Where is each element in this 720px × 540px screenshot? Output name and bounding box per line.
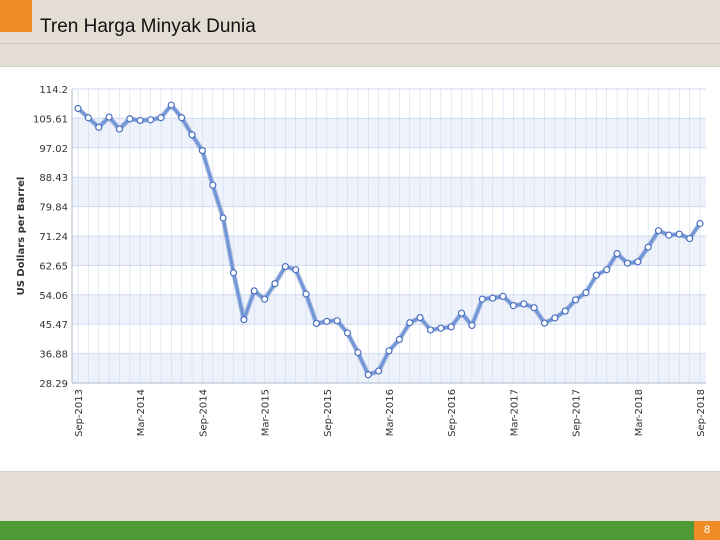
y-tick-label: 54.06 <box>39 291 68 302</box>
data-point <box>343 329 352 337</box>
data-point <box>520 300 528 308</box>
data-point <box>74 104 82 113</box>
data-point <box>375 367 383 375</box>
data-point <box>146 116 155 124</box>
y-tick-label: 45.47 <box>39 320 68 331</box>
data-point <box>457 309 466 317</box>
data-point <box>592 271 600 279</box>
data-point <box>540 319 549 327</box>
data-point <box>644 243 652 251</box>
data-point <box>84 114 92 122</box>
data-point <box>240 316 248 324</box>
y-tick-label: 71.24 <box>39 232 68 243</box>
y-tick-label: 79.84 <box>39 203 68 214</box>
data-point <box>126 115 134 123</box>
title-divider <box>0 43 720 44</box>
y-axis-title: US Dollars per Barrel <box>16 177 27 296</box>
data-point <box>302 290 310 298</box>
data-point <box>426 326 435 334</box>
data-point <box>229 269 238 277</box>
data-point <box>281 263 289 271</box>
data-point <box>395 335 403 344</box>
data-point <box>95 123 103 131</box>
data-point <box>354 348 362 357</box>
y-tick-label: 28.29 <box>39 379 68 390</box>
data-point <box>665 231 673 239</box>
data-point <box>447 323 455 331</box>
x-tick-label: Mar-2018 <box>634 389 645 436</box>
data-point <box>136 116 144 125</box>
x-tick-label: Sep-2013 <box>74 389 85 437</box>
data-point <box>198 146 206 155</box>
data-point <box>105 113 113 121</box>
slide-title: Tren Harga Minyak Dunia <box>40 16 256 37</box>
x-tick-label: Mar-2015 <box>261 389 272 436</box>
x-tick-label: Mar-2017 <box>509 389 520 436</box>
data-point <box>250 287 258 295</box>
x-tick-label: Sep-2014 <box>198 389 209 437</box>
data-point <box>406 319 414 327</box>
x-tick-label: Sep-2016 <box>447 389 458 437</box>
data-point <box>603 266 611 274</box>
data-point <box>385 347 393 355</box>
y-tick-label: 105.61 <box>33 114 68 125</box>
data-point <box>188 131 196 139</box>
data-point <box>530 304 538 312</box>
y-tick-label: 88.43 <box>39 173 68 184</box>
data-point <box>675 230 683 238</box>
data-point <box>333 317 341 325</box>
data-point <box>468 321 476 330</box>
data-point <box>323 317 331 325</box>
data-point <box>167 101 175 109</box>
data-point <box>551 314 559 322</box>
data-point <box>634 258 642 266</box>
x-tick-label: Mar-2016 <box>385 389 396 436</box>
data-point <box>115 125 124 133</box>
x-tick-label: Mar-2014 <box>136 389 147 436</box>
data-point <box>654 227 663 235</box>
data-point <box>623 259 632 267</box>
x-tick-label: Sep-2015 <box>323 389 334 437</box>
data-point <box>582 289 590 297</box>
oil-price-line-chart: 114.2 105.61 97.02 88.43 79.84 71.24 62.65 54.0… <box>16 85 707 437</box>
data-point <box>696 219 704 228</box>
data-point <box>312 319 321 328</box>
data-point <box>178 114 186 122</box>
data-point <box>261 295 269 303</box>
x-tick-label: Sep-2017 <box>572 389 583 437</box>
footer-bar <box>0 521 720 540</box>
data-point <box>509 302 518 310</box>
data-point <box>416 314 424 322</box>
data-point <box>292 266 300 274</box>
data-point <box>209 181 217 189</box>
y-tick-label: 62.65 <box>39 261 68 272</box>
data-point <box>561 307 569 315</box>
y-tick-label: 114.2 <box>39 85 68 96</box>
data-point <box>219 214 227 222</box>
chart-panel: 114.2 105.61 97.02 88.43 79.84 71.24 62.65 54.0… <box>0 66 720 472</box>
data-point <box>364 371 372 379</box>
page-number: 8 <box>694 521 720 540</box>
data-point <box>157 114 165 122</box>
data-point <box>686 234 694 243</box>
data-point <box>489 294 497 302</box>
y-tick-label: 36.88 <box>39 350 68 361</box>
data-point <box>613 250 621 258</box>
data-point <box>271 280 279 288</box>
data-point <box>437 324 445 332</box>
data-point <box>499 292 507 300</box>
data-point <box>478 295 486 303</box>
data-point <box>571 296 580 304</box>
x-tick-label: Sep-2018 <box>696 389 707 437</box>
y-tick-label: 97.02 <box>39 144 68 155</box>
title-accent-square <box>0 0 32 32</box>
